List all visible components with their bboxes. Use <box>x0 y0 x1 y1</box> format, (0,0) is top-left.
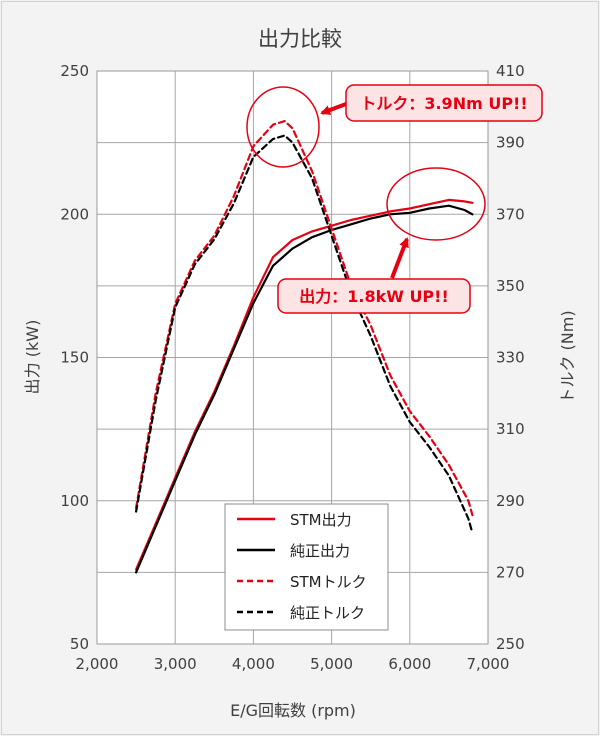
y-left-tick-label: 150 <box>60 349 89 367</box>
series-layer <box>135 119 474 574</box>
torque-callout-text: トルク：3.9Nm UP!! <box>360 94 527 113</box>
legend-label-stm-power: STM出力 <box>290 511 352 529</box>
x-tick-label: 6,000 <box>388 655 431 673</box>
power-callout-arrow <box>390 237 409 279</box>
y-right-tick-label: 390 <box>496 134 525 152</box>
y-right-tick-label: 270 <box>496 563 525 581</box>
series-line-torque-stm <box>135 119 474 517</box>
series-line-torque-stock <box>135 134 474 535</box>
y-axis-label-right: トルク (Nm) <box>558 310 577 403</box>
torque-callout: トルク：3.9Nm UP!! <box>246 84 543 168</box>
legend-box <box>224 503 389 631</box>
plot-border <box>96 70 489 645</box>
x-tick-label: 5,000 <box>310 655 353 673</box>
chart-title: 出力比較 <box>258 27 342 51</box>
y-right-tick-label: 370 <box>496 205 525 223</box>
legend: STM出力 純正出力 STMトルク 純正トルク <box>224 503 389 631</box>
power-highlight-ellipse <box>386 167 486 241</box>
legend-label-stock-power: 純正出力 <box>290 542 350 560</box>
y-right-tick-label: 310 <box>496 420 525 438</box>
series-line-power-stm <box>135 198 474 571</box>
y-right-tick-label: 290 <box>496 492 525 510</box>
x-tick-label: 3,000 <box>154 655 197 673</box>
x-tick-label: 2,000 <box>76 655 119 673</box>
y-right-tick-label: 410 <box>496 62 525 80</box>
power-callout: 出力：1.8kW UP!! <box>277 167 486 314</box>
y-left-tick-label: 200 <box>60 205 89 223</box>
torque-callout-arrow <box>320 102 347 115</box>
tick-labels: 2,000 3,000 4,000 5,000 6,000 7,000 250 270 290 3… <box>60 62 524 673</box>
y-left-tick-label: 50 <box>70 635 89 653</box>
series-line-power-stock <box>135 204 474 574</box>
y-left-tick-label: 100 <box>60 492 89 510</box>
y-axis-label-left: 出力 (kW) <box>23 320 42 395</box>
legend-label-stock-torque: 純正トルク <box>290 604 365 622</box>
x-axis-label: E/G回転数 (rpm) <box>230 701 356 720</box>
y-left-tick-label: 250 <box>60 62 89 80</box>
y-right-tick-label: 350 <box>496 277 525 295</box>
power-callout-text: 出力：1.8kW UP!! <box>299 287 449 306</box>
power-callout-box <box>277 278 471 314</box>
legend-label-stm-torque: STMトルク <box>290 573 367 591</box>
x-tick-label: 4,000 <box>232 655 275 673</box>
x-tick-label: 7,000 <box>467 655 510 673</box>
torque-highlight-ellipse <box>246 86 320 168</box>
y-right-tick-label: 330 <box>496 349 525 367</box>
y-right-tick-label: 250 <box>496 635 525 653</box>
torque-callout-box <box>345 84 543 122</box>
